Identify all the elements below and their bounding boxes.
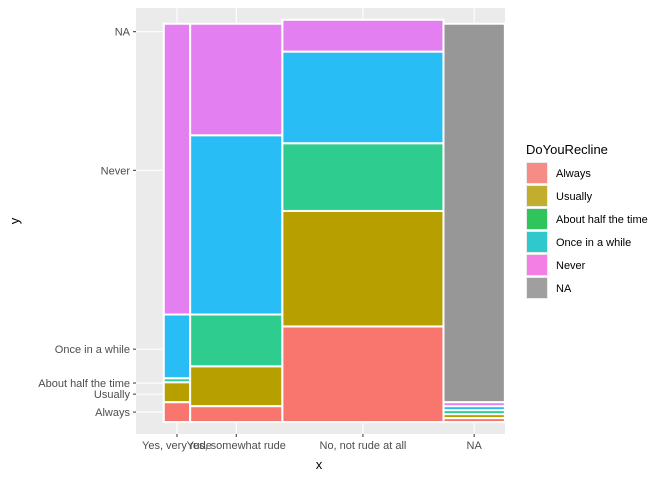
x-tick-label-3: NA <box>467 440 483 452</box>
legend-label-4: Never <box>556 260 586 272</box>
legend-title: DoYouRecline <box>526 142 608 157</box>
tile-1-4 <box>189 22 284 137</box>
y-axis-title: y <box>7 217 22 224</box>
tile-2-4 <box>281 18 445 53</box>
tile-0-1 <box>162 381 192 404</box>
tile-2-3 <box>281 50 445 145</box>
legend-key-1 <box>527 186 547 206</box>
x-tick-label-0: Yes, very rude <box>142 440 212 452</box>
tile-3-5 <box>442 22 506 404</box>
legend-key-5 <box>527 278 547 298</box>
y-tick-label-1: Usually <box>94 389 131 401</box>
tile-1-3 <box>189 134 284 316</box>
tile-0-4 <box>162 22 192 316</box>
x-tick-label-1: Yes, somewhat rude <box>187 440 286 452</box>
y-tick-label-5: NA <box>115 27 131 39</box>
tile-2-0 <box>281 325 445 424</box>
legend-label-5: NA <box>556 283 572 295</box>
legend: DoYouRecline Always Usually About half the… <box>526 142 648 299</box>
tile-1-2 <box>189 313 284 368</box>
legend-label-3: Once in a while <box>556 237 631 249</box>
legend-key-4 <box>527 255 547 275</box>
legend-label-2: About half the time <box>556 214 648 226</box>
y-tick-label-4: Never <box>101 165 131 177</box>
x-tick-label-2: No, not rude at all <box>320 440 407 452</box>
legend-key-2 <box>527 209 547 229</box>
legend-key-0 <box>527 163 547 183</box>
tile-2-1 <box>281 209 445 328</box>
tile-0-3 <box>162 313 192 380</box>
legend-label-0: Always <box>556 168 591 180</box>
mosaic-tiles <box>162 18 506 424</box>
legend-key-3 <box>527 232 547 252</box>
x-axis-title: x <box>316 457 323 472</box>
y-tick-label-2: About half the time <box>38 378 130 390</box>
tile-2-2 <box>281 142 445 212</box>
tile-1-0 <box>189 405 284 424</box>
legend-label-1: Usually <box>556 191 593 203</box>
tile-0-0 <box>162 401 192 424</box>
y-tick-label-3: Once in a while <box>55 344 130 356</box>
tile-1-1 <box>189 365 284 408</box>
y-tick-label-0: Always <box>95 407 130 419</box>
